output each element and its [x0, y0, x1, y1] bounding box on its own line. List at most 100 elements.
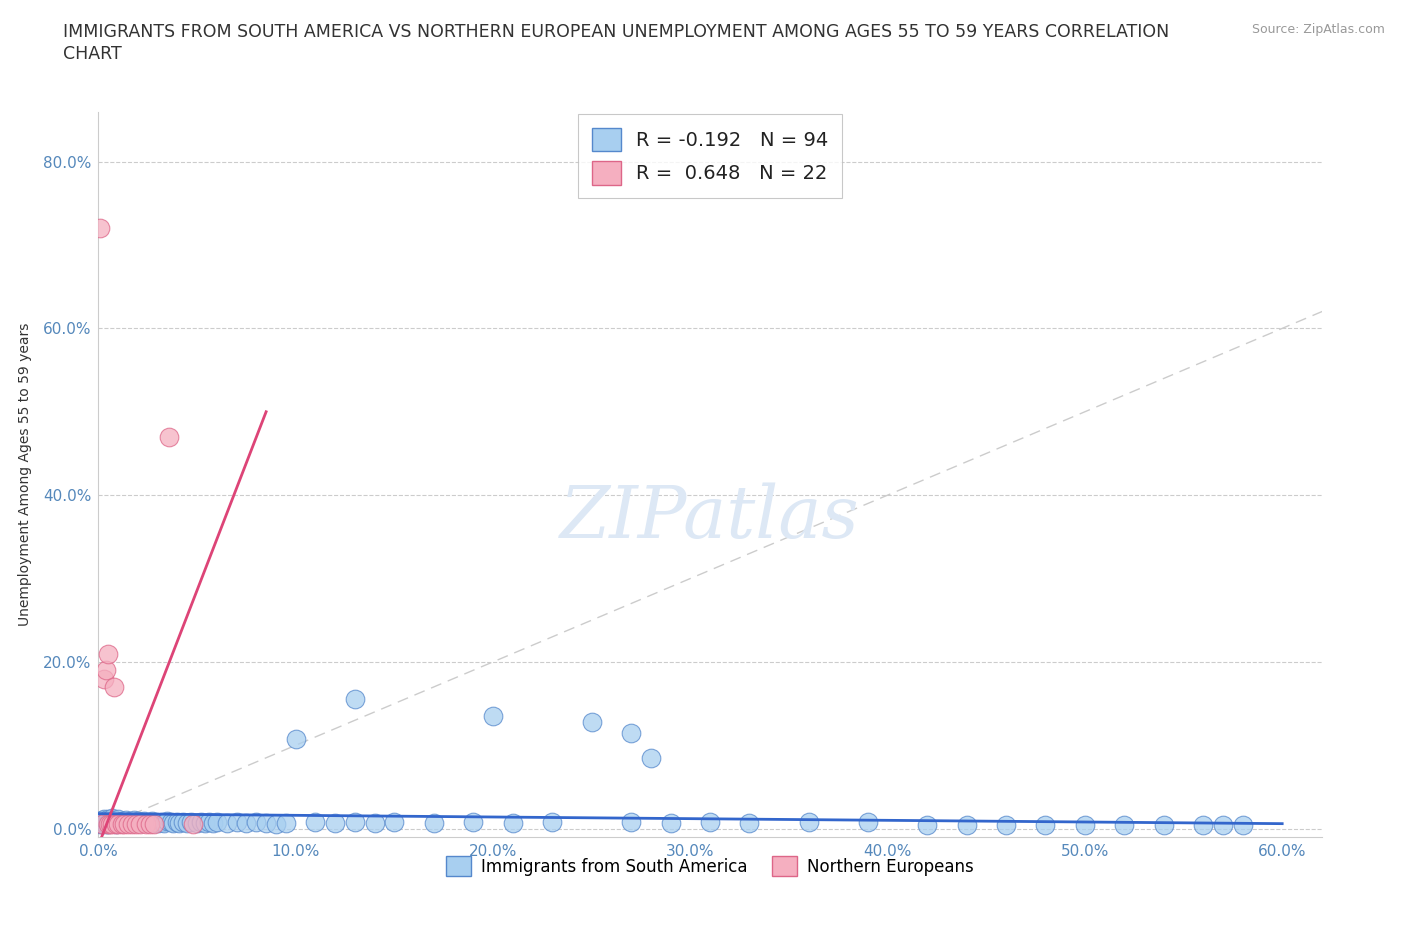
Point: [245, 815, 267, 830]
Point: [620, 815, 643, 830]
Point: [98, 817, 121, 832]
Point: [103, 680, 125, 695]
Point: [225, 815, 247, 830]
Point: [699, 815, 721, 830]
Point: [97, 812, 120, 827]
Point: [107, 812, 129, 827]
Point: [150, 815, 173, 830]
Point: [1114, 817, 1136, 832]
Point: [343, 815, 366, 830]
Point: [1192, 817, 1215, 832]
Point: [131, 815, 153, 830]
Point: [112, 816, 135, 830]
Point: [169, 816, 191, 830]
Point: [125, 817, 148, 832]
Point: [274, 816, 297, 830]
Point: [620, 725, 643, 740]
Point: [659, 816, 682, 830]
Point: [105, 814, 128, 829]
Point: [89, 817, 111, 832]
Point: [382, 815, 405, 830]
Point: [127, 814, 149, 829]
Point: [96, 814, 118, 829]
Point: [323, 816, 346, 830]
Point: [198, 815, 221, 830]
Point: [121, 816, 143, 830]
Point: [97, 817, 120, 832]
Point: [738, 816, 761, 830]
Point: [97, 646, 120, 661]
Point: [915, 817, 938, 832]
Point: [89, 221, 111, 236]
Point: [118, 814, 141, 829]
Point: [254, 816, 277, 830]
Point: [166, 815, 188, 830]
Point: [103, 816, 125, 830]
Point: [138, 815, 160, 830]
Point: [108, 815, 131, 830]
Point: [135, 817, 157, 832]
Point: [141, 814, 163, 829]
Point: [215, 816, 238, 830]
Text: ZIPatlas: ZIPatlas: [560, 483, 860, 553]
Point: [101, 817, 124, 832]
Point: [91, 817, 114, 832]
Point: [146, 816, 169, 830]
Text: Source: ZipAtlas.com: Source: ZipAtlas.com: [1251, 23, 1385, 36]
Legend: Immigrants from South America, Northern Europeans: Immigrants from South America, Northern …: [439, 849, 981, 884]
Point: [181, 817, 204, 832]
Point: [103, 813, 125, 828]
Point: [107, 817, 129, 832]
Point: [235, 816, 257, 830]
Point: [93, 811, 115, 826]
Point: [502, 816, 524, 830]
Point: [156, 814, 179, 829]
Point: [172, 815, 194, 830]
Point: [89, 815, 111, 830]
Point: [176, 816, 198, 830]
Point: [101, 810, 124, 825]
Text: CHART: CHART: [63, 45, 122, 62]
Point: [97, 817, 120, 831]
Point: [105, 817, 128, 831]
Point: [194, 816, 217, 830]
Point: [105, 817, 128, 832]
Point: [541, 815, 564, 830]
Point: [122, 813, 145, 828]
Point: [152, 816, 174, 830]
Point: [91, 813, 114, 828]
Point: [93, 671, 115, 686]
Point: [190, 815, 212, 830]
Point: [994, 817, 1017, 832]
Point: [132, 814, 155, 829]
Point: [96, 663, 118, 678]
Point: [423, 816, 446, 830]
Point: [180, 815, 202, 830]
Point: [640, 751, 662, 765]
Point: [264, 817, 287, 831]
Point: [112, 817, 135, 832]
Point: [856, 815, 879, 830]
Point: [125, 815, 148, 830]
Point: [205, 815, 228, 830]
Point: [463, 815, 485, 830]
Point: [304, 815, 326, 830]
Point: [343, 692, 366, 707]
Point: [121, 817, 143, 832]
Point: [115, 813, 138, 828]
Point: [128, 816, 150, 830]
Point: [145, 815, 167, 830]
Point: [138, 817, 160, 832]
Point: [136, 816, 159, 830]
Point: [186, 816, 208, 830]
Text: IMMIGRANTS FROM SOUTH AMERICA VS NORTHERN EUROPEAN UNEMPLOYMENT AMONG AGES 55 TO: IMMIGRANTS FROM SOUTH AMERICA VS NORTHER…: [63, 23, 1170, 41]
Point: [98, 813, 121, 828]
Point: [117, 815, 139, 830]
Point: [797, 815, 820, 830]
Point: [101, 815, 124, 830]
Point: [955, 817, 977, 832]
Point: [159, 430, 181, 445]
Point: [96, 817, 118, 832]
Point: [284, 731, 307, 746]
Point: [482, 709, 505, 724]
